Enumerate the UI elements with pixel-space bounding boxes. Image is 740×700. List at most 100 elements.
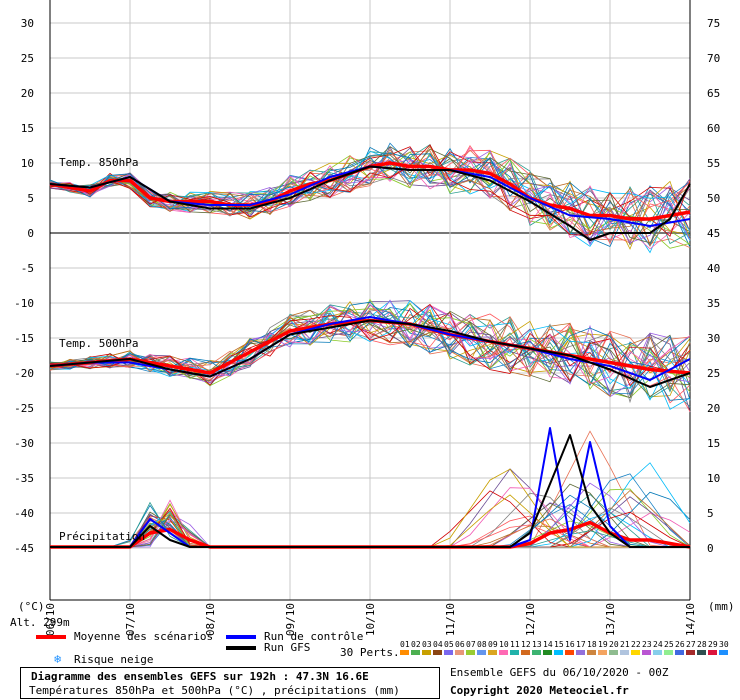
- pert-swatch: [411, 650, 420, 655]
- pert-number: 22: [631, 640, 641, 649]
- right-unit: (mm): [708, 600, 735, 613]
- legend-gfs: Run GFS: [264, 641, 311, 654]
- series-precip-000000: [50, 434, 690, 548]
- pert-swatch: [554, 650, 563, 655]
- pert-number: 09: [488, 640, 498, 649]
- pert-swatch: [521, 650, 530, 655]
- left-tick-label: -40: [14, 507, 34, 520]
- pert-swatch: [664, 650, 673, 655]
- pert-number: 30: [719, 640, 729, 649]
- label-t500: Temp. 500hPa: [59, 337, 138, 350]
- left-tick-label: 5: [27, 192, 34, 205]
- pert-swatch: [433, 650, 442, 655]
- main-series: [49, 161, 691, 549]
- x-tick-label: 10/10: [364, 603, 377, 636]
- right-tick-label: 60: [707, 122, 720, 135]
- left-tick-label: 15: [21, 122, 34, 135]
- legend-snow: Risque neige: [74, 653, 154, 666]
- left-tick-label: -20: [14, 367, 34, 380]
- pert-number: 05: [444, 640, 454, 649]
- left-tick-label: 25: [21, 52, 34, 65]
- pert-number: 15: [554, 640, 564, 649]
- left-tick-label: 20: [21, 87, 34, 100]
- pert-swatch: [565, 650, 574, 655]
- copyright: Copyright 2020 Meteociel.fr: [450, 684, 629, 697]
- left-tick-label: 0: [27, 227, 34, 240]
- pert-swatch: [466, 650, 475, 655]
- pert-number: 21: [620, 640, 630, 649]
- ensemble-run-info: Ensemble GEFS du 06/10/2020 - 00Z: [450, 666, 669, 679]
- right-tick-label: 5: [707, 507, 714, 520]
- pert-swatch: [708, 650, 717, 655]
- left-tick-label: 30: [21, 17, 34, 30]
- right-tick-label: 15: [707, 437, 720, 450]
- right-tick-label: 70: [707, 52, 720, 65]
- pert-number: 08: [477, 640, 487, 649]
- pert-number: 23: [642, 640, 652, 649]
- pert-swatch: [587, 650, 596, 655]
- pert-swatch: [422, 650, 431, 655]
- pert-number: 04: [433, 640, 443, 649]
- right-tick-label: 25: [707, 367, 720, 380]
- legend-perts: 30 Perts.: [340, 646, 400, 659]
- left-tick-label: -15: [14, 332, 34, 345]
- legend-mean: Moyenne des scénarios: [74, 630, 214, 643]
- pert-swatch: [444, 650, 453, 655]
- x-tick-label: 06/10: [44, 603, 57, 636]
- pert-swatch: [477, 650, 486, 655]
- pert-number: 06: [455, 640, 465, 649]
- pert-swatch: [642, 650, 651, 655]
- pert-swatch: [499, 650, 508, 655]
- member-line: [49, 152, 691, 245]
- right-tick-label: 35: [707, 297, 720, 310]
- member-line: [49, 312, 691, 404]
- pert-swatch: [675, 650, 684, 655]
- x-tick-label: 14/10: [684, 603, 697, 636]
- right-tick-label: 50: [707, 192, 720, 205]
- x-tick-label: 11/10: [444, 603, 457, 636]
- pert-number: 25: [664, 640, 674, 649]
- right-tick-label: 10: [707, 472, 720, 485]
- x-tick-label: 07/10: [124, 603, 137, 636]
- pert-swatch: [653, 650, 662, 655]
- pert-swatch: [631, 650, 640, 655]
- right-tick-label: 0: [707, 542, 714, 555]
- chart-title-box: Diagramme des ensembles GEFS sur 192h : …: [20, 667, 440, 699]
- axis-ticks: 302520151050-5-10-15-20-25-30-35-40-4575…: [14, 17, 720, 636]
- pert-swatch: [620, 650, 629, 655]
- series-t500-000000: [49, 319, 691, 388]
- member-line: [49, 299, 691, 410]
- control-swatch: [226, 635, 256, 639]
- pert-swatch: [488, 650, 497, 655]
- pert-number: 02: [411, 640, 421, 649]
- pert-number: 27: [686, 640, 696, 649]
- x-tick-label: 13/10: [604, 603, 617, 636]
- left-tick-label: -5: [21, 262, 34, 275]
- pert-number: 01: [400, 640, 410, 649]
- pert-swatch: [543, 650, 552, 655]
- pert-number: 18: [587, 640, 597, 649]
- series-t850-000000: [49, 165, 691, 241]
- pert-number: 13: [532, 640, 542, 649]
- pert-number: 07: [466, 640, 476, 649]
- pert-swatch: [455, 650, 464, 655]
- x-tick-label: 09/10: [284, 603, 297, 636]
- gfs-swatch: [226, 646, 256, 650]
- right-tick-label: 65: [707, 87, 720, 100]
- pert-swatch: [686, 650, 695, 655]
- label-precip: Précipitation: [59, 530, 145, 543]
- pert-number: 11: [510, 640, 520, 649]
- label-t850: Temp. 850hPa: [59, 156, 138, 169]
- member-line: [49, 303, 691, 387]
- pert-swatch: [609, 650, 618, 655]
- pert-swatch: [719, 650, 728, 655]
- x-tick-label: 08/10: [204, 603, 217, 636]
- series-t500-0000ff: [49, 316, 691, 381]
- left-tick-label: 10: [21, 157, 34, 170]
- snowflake-icon: ❄: [54, 652, 62, 666]
- pert-number: 20: [609, 640, 619, 649]
- left-unit: (°C): [18, 600, 45, 613]
- footer-subtitle: Températures 850hPa et 500hPa (°C) , pré…: [29, 684, 400, 697]
- x-tick-label: 12/10: [524, 603, 537, 636]
- pert-swatch: [532, 650, 541, 655]
